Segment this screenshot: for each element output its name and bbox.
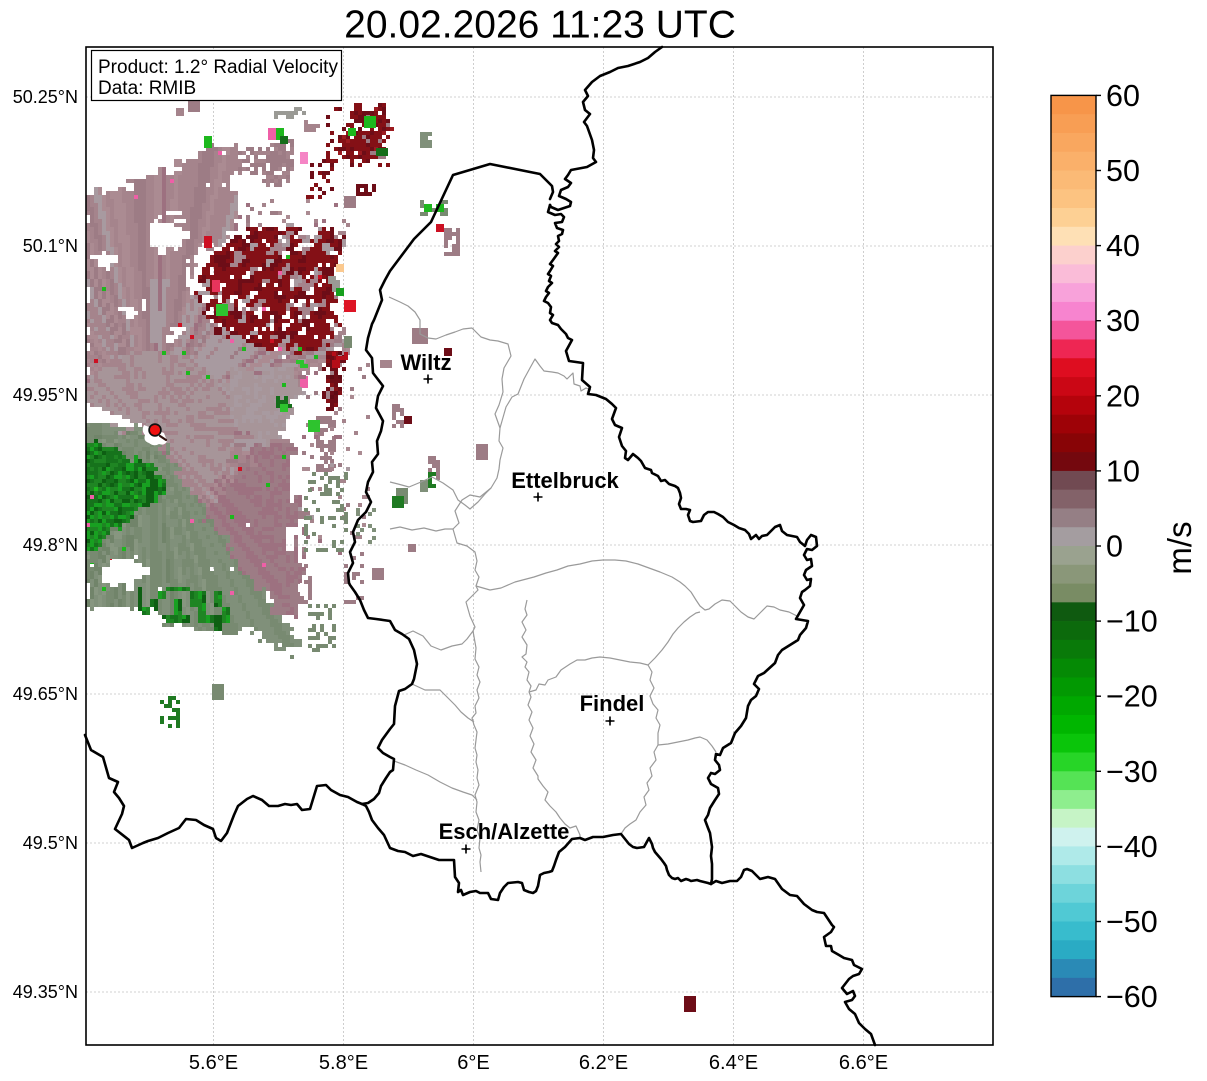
svg-text:50.25°N: 50.25°N xyxy=(13,87,78,107)
svg-text:20: 20 xyxy=(1106,379,1140,413)
svg-text:0: 0 xyxy=(1106,530,1123,564)
svg-text:50: 50 xyxy=(1106,154,1140,188)
svg-text:49.35°N: 49.35°N xyxy=(13,982,78,1002)
svg-text:6.2°E: 6.2°E xyxy=(579,1052,628,1074)
svg-text:5.6°E: 5.6°E xyxy=(189,1052,238,1074)
svg-text:−50: −50 xyxy=(1106,905,1158,939)
svg-text:m/s: m/s xyxy=(1161,521,1198,574)
svg-text:Findel: Findel xyxy=(580,691,645,716)
svg-text:20.02.2026 11:23 UTC: 20.02.2026 11:23 UTC xyxy=(344,4,736,47)
svg-text:−60: −60 xyxy=(1106,980,1158,1014)
svg-text:Data: RMIB: Data: RMIB xyxy=(98,78,196,99)
svg-text:6°E: 6°E xyxy=(457,1052,489,1074)
svg-text:50.1°N: 50.1°N xyxy=(23,236,78,256)
svg-text:10: 10 xyxy=(1106,454,1140,488)
svg-text:−30: −30 xyxy=(1106,755,1158,789)
svg-text:49.65°N: 49.65°N xyxy=(13,684,78,704)
svg-text:6.6°E: 6.6°E xyxy=(839,1052,888,1074)
svg-text:−10: −10 xyxy=(1106,605,1158,639)
svg-text:49.95°N: 49.95°N xyxy=(13,385,78,405)
svg-text:Product: 1.2° Radial Velocity: Product: 1.2° Radial Velocity xyxy=(98,57,338,78)
svg-text:40: 40 xyxy=(1106,229,1140,263)
svg-text:Ettelbruck: Ettelbruck xyxy=(511,468,619,493)
svg-text:60: 60 xyxy=(1106,79,1140,113)
svg-text:49.5°N: 49.5°N xyxy=(23,833,78,853)
svg-text:6.4°E: 6.4°E xyxy=(709,1052,758,1074)
svg-text:Wiltz: Wiltz xyxy=(400,350,451,375)
svg-text:−20: −20 xyxy=(1106,680,1158,714)
svg-text:5.8°E: 5.8°E xyxy=(319,1052,368,1074)
svg-text:49.8°N: 49.8°N xyxy=(23,535,78,555)
svg-text:30: 30 xyxy=(1106,304,1140,338)
svg-text:−40: −40 xyxy=(1106,830,1158,864)
svg-text:Esch/Alzette: Esch/Alzette xyxy=(439,819,570,844)
